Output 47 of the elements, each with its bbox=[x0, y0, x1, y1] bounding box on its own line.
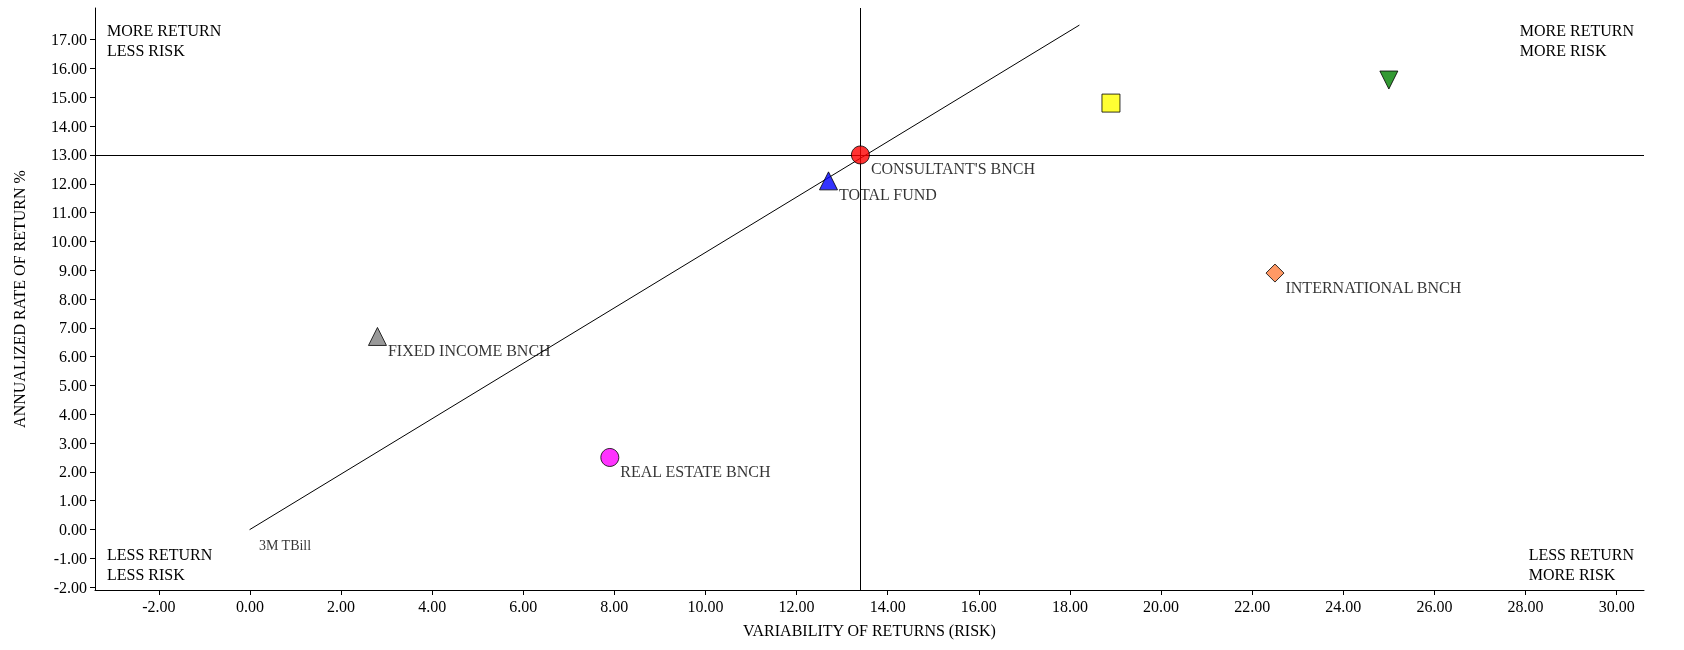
y-tick-label: 15.00 bbox=[51, 88, 87, 106]
x-tick-label: 28.00 bbox=[1507, 597, 1544, 615]
annotation: 3M TBill bbox=[258, 537, 312, 553]
y-tick-label: 9.00 bbox=[59, 261, 87, 279]
y-tick-label: 13.00 bbox=[51, 146, 87, 164]
x-tick-label: -2.00 bbox=[142, 597, 176, 615]
x-tick-label: 6.00 bbox=[509, 597, 538, 615]
x-tick-label: 2.00 bbox=[327, 597, 356, 615]
x-tick-label: 10.00 bbox=[687, 597, 724, 615]
x-axis-title: VARIABILITY OF RETURNS (RISK) bbox=[743, 621, 996, 640]
y-tick-label: 3.00 bbox=[59, 434, 87, 452]
annotation: MORE RETURN MORE RISK bbox=[1519, 21, 1635, 59]
y-tick-label: 10.00 bbox=[51, 232, 87, 250]
y-tick-label: 12.00 bbox=[51, 175, 87, 193]
x-tick-label: 14.00 bbox=[869, 597, 906, 615]
y-tick-label: 4.00 bbox=[59, 405, 87, 423]
series-label: REAL ESTATE BNCH bbox=[620, 462, 771, 480]
annotation: LESS RETURN MORE RISK bbox=[1528, 545, 1635, 583]
y-tick-label: 2.00 bbox=[59, 463, 87, 481]
x-tick-label: 16.00 bbox=[960, 597, 997, 615]
y-tick-label: 1.00 bbox=[59, 492, 87, 510]
y-tick-label: 7.00 bbox=[59, 319, 87, 337]
x-tick-label: 12.00 bbox=[778, 597, 815, 615]
y-tick-label: 14.00 bbox=[51, 117, 87, 135]
x-tick-label: 24.00 bbox=[1325, 597, 1362, 615]
x-tick-label: 8.00 bbox=[600, 597, 629, 615]
y-tick-label: 16.00 bbox=[51, 60, 87, 77]
x-tick-label: 22.00 bbox=[1234, 597, 1271, 615]
y-tick-label: 5.00 bbox=[59, 376, 87, 394]
x-tick-label: 26.00 bbox=[1416, 597, 1453, 615]
annotation: MORE RETURN LESS RISK bbox=[107, 21, 222, 59]
y-tick-label: -2.00 bbox=[53, 578, 87, 596]
y-tick-label: 8.00 bbox=[59, 290, 87, 308]
y-tick-label: 0.00 bbox=[59, 520, 87, 538]
x-tick-label: 18.00 bbox=[1051, 597, 1088, 615]
y-tick-label: -1.00 bbox=[53, 549, 87, 567]
y-tick-label: 17.00 bbox=[51, 31, 87, 49]
x-tick-label: 20.00 bbox=[1143, 597, 1180, 615]
y-axis-title: ANNUALIZED RATE OF RETURN % bbox=[10, 170, 28, 428]
series-label: INTERNATIONAL BNCH bbox=[1285, 278, 1462, 296]
y-tick-label: 6.00 bbox=[59, 348, 87, 366]
x-tick-label: 0.00 bbox=[235, 597, 264, 615]
annotation: LESS RETURN LESS RISK bbox=[107, 545, 213, 583]
x-tick-label: 30.00 bbox=[1598, 597, 1635, 615]
series-label: CONSULTANT'S BNCH bbox=[870, 160, 1036, 178]
x-tick-label: 4.00 bbox=[418, 597, 447, 615]
y-tick-label: 11.00 bbox=[51, 204, 87, 222]
